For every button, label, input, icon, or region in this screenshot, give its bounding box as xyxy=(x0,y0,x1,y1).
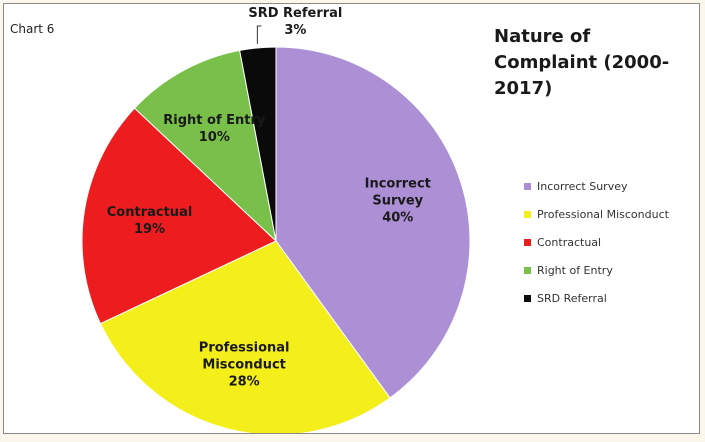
pie-slice xyxy=(133,49,277,243)
pie-slice xyxy=(99,240,391,433)
legend-label: Incorrect Survey xyxy=(537,180,628,193)
legend-swatch xyxy=(524,183,531,190)
legend-label: SRD Referral xyxy=(537,292,607,305)
category-label: Incorrect Survey xyxy=(364,176,431,209)
legend-swatch xyxy=(524,295,531,302)
legend-entry: Right of Entry xyxy=(524,264,613,277)
legend-entry: SRD Referral xyxy=(524,292,607,305)
data-label: Professional Misconduct 28% xyxy=(184,340,304,391)
data-label: Contractual 19% xyxy=(90,204,210,238)
legend-entry: Professional Misconduct xyxy=(524,208,669,221)
legend-swatch xyxy=(524,267,531,274)
data-label: Right of Entry 10% xyxy=(154,112,274,146)
chart: Chart 6 Nature of Complaint (2000-2017) … xyxy=(3,3,700,434)
chart-title: Nature of Complaint (2000-2017) xyxy=(494,26,670,99)
leader-line xyxy=(256,25,262,44)
legend-entry: Contractual xyxy=(524,236,601,249)
pie xyxy=(81,25,471,433)
legend-entry: Incorrect Survey xyxy=(524,180,628,193)
legend-label: Right of Entry xyxy=(537,264,613,277)
legend-swatch xyxy=(524,239,531,246)
legend-label: Contractual xyxy=(537,236,602,249)
value-label: 19% xyxy=(133,221,166,237)
legend-swatch xyxy=(524,211,531,218)
value-label: 3% xyxy=(284,23,307,38)
data-label: Incorrect Survey 40% xyxy=(338,176,458,227)
category-label: Right of Entry xyxy=(163,112,266,128)
category-label: Professional Misconduct xyxy=(198,340,290,373)
value-label: 40% xyxy=(382,210,414,226)
pie-slice xyxy=(81,107,277,325)
pie-slice xyxy=(239,46,277,242)
category-label: SRD Referral xyxy=(248,6,343,21)
data-label: SRD Referral 3% xyxy=(248,5,342,39)
legend-label: Professional Misconduct xyxy=(537,208,669,221)
chart-label: Chart 6 xyxy=(10,22,55,36)
value-label: 28% xyxy=(228,374,260,390)
value-label: 10% xyxy=(198,129,230,145)
pie-slice xyxy=(275,46,471,399)
category-label: Contractual xyxy=(106,204,193,220)
